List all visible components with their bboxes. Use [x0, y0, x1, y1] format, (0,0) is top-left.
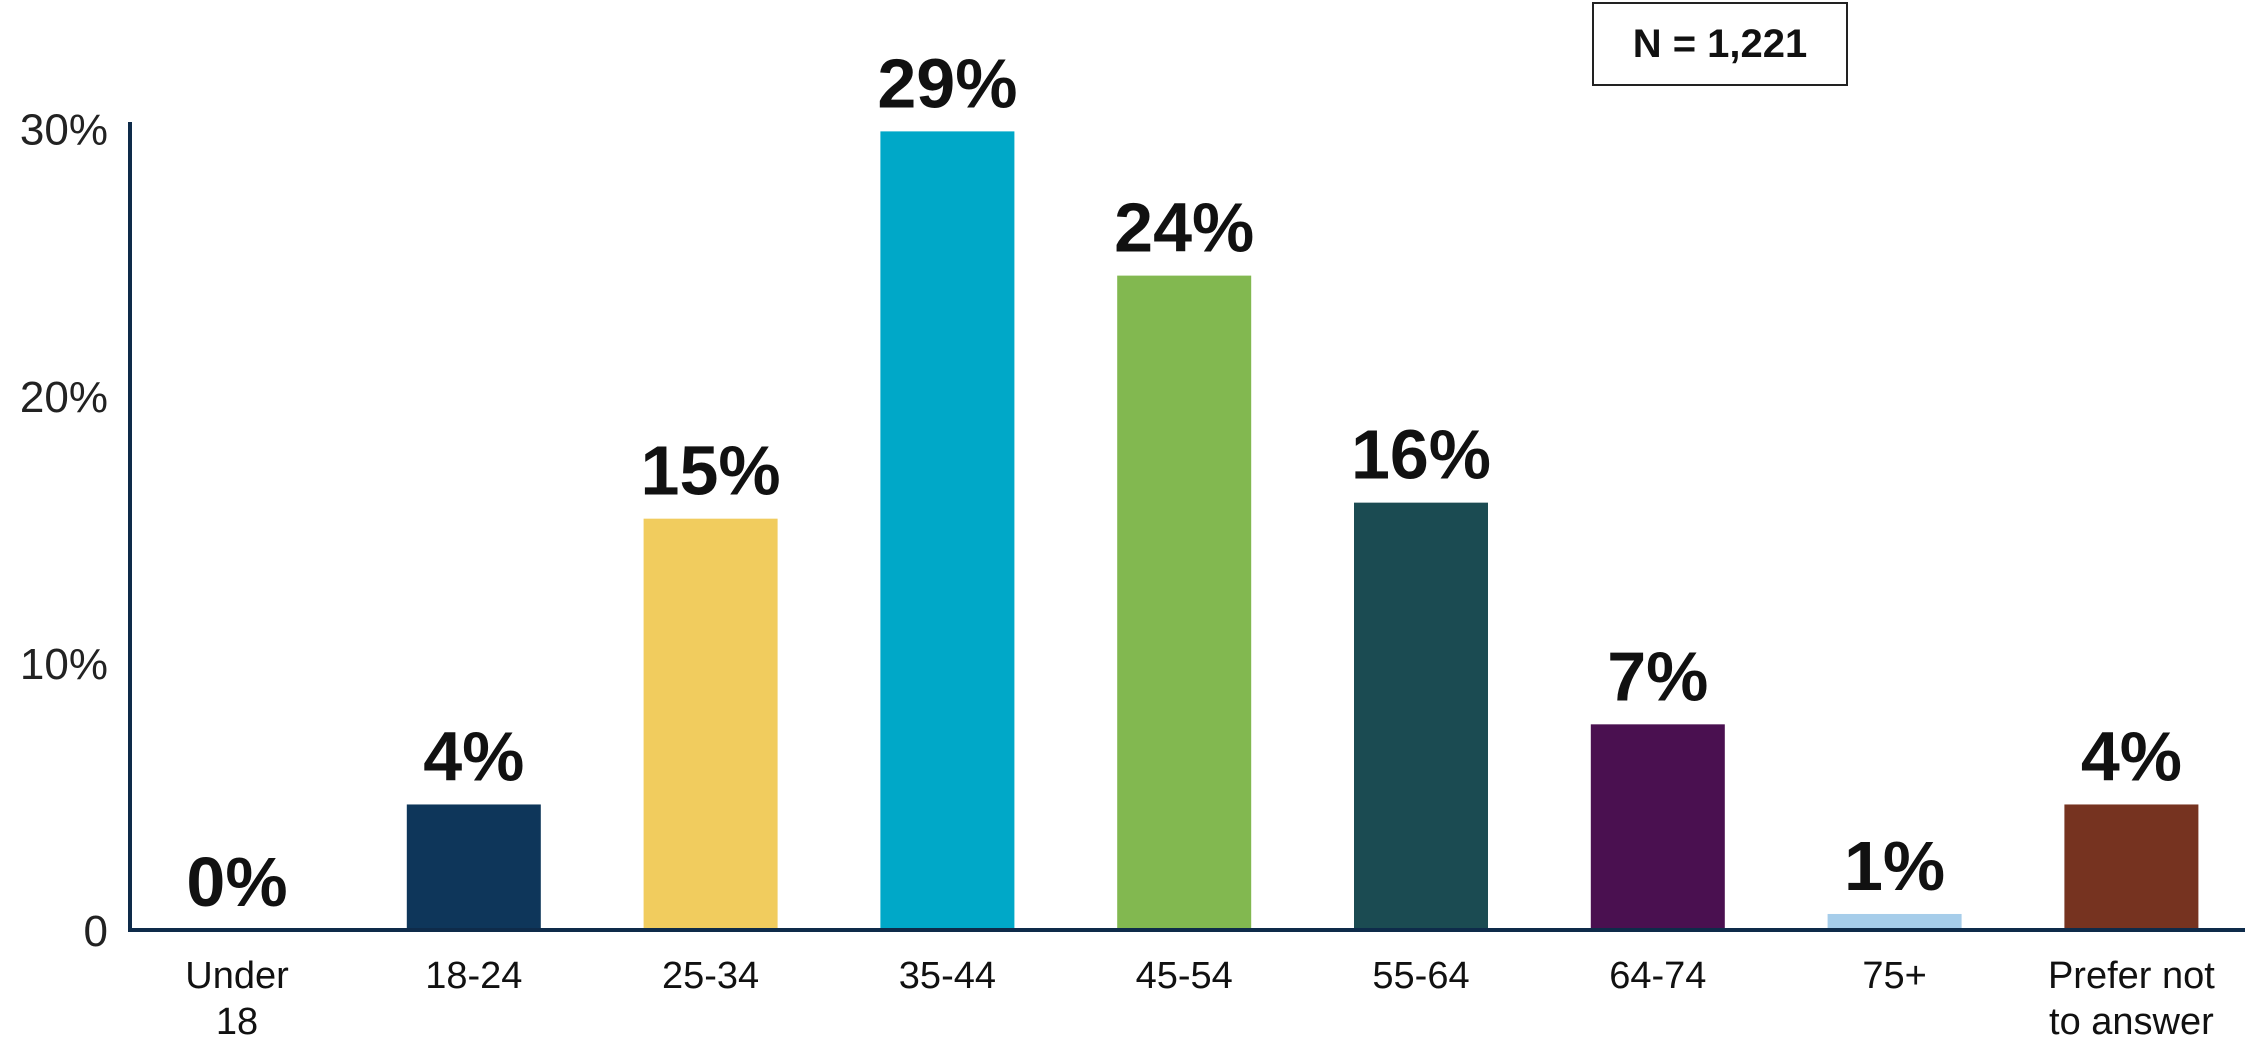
bar-4: [1117, 275, 1252, 930]
value-label-5: 16%: [1351, 416, 1491, 494]
x-tick-label-1: 18-24: [425, 955, 522, 997]
y-tick-label-1: 10%: [20, 640, 108, 689]
value-label-6: 7%: [1607, 637, 1708, 715]
x-tick-label-4: 45-54: [1136, 955, 1233, 997]
value-label-2: 15%: [641, 432, 781, 510]
y-axis-ticks: 0 10% 20% 30%: [20, 106, 108, 956]
y-tick-label-0: 0: [84, 907, 108, 956]
bar-6: [1590, 724, 1725, 930]
sample-size-box: N = 1,221: [1592, 2, 1848, 86]
bar-7: [1827, 913, 1962, 930]
bar-3: [880, 131, 1015, 931]
value-label-7: 1%: [1844, 827, 1945, 905]
x-tick-label-2: 25-34: [662, 955, 759, 997]
value-label-1: 4%: [423, 717, 524, 795]
bar-5: [1354, 502, 1488, 930]
x-tick-label-7: 75+: [1862, 955, 1926, 997]
bar-1: [406, 804, 541, 930]
bars-group: [406, 131, 2199, 931]
value-label-0: 0%: [186, 843, 287, 921]
x-tick-label-6: 64-74: [1609, 955, 1706, 997]
x-tick-label-5: 55-64: [1372, 955, 1469, 997]
x-tick-label-8: Prefer not to answer: [2048, 955, 2215, 1043]
x-tick-label-3: 35-44: [899, 955, 996, 997]
value-label-4: 24%: [1114, 189, 1254, 267]
x-tick-label-0: Under 18: [185, 955, 289, 1043]
value-label-8: 4%: [2081, 717, 2182, 795]
bar-8: [2064, 804, 2199, 930]
value-labels-group: 0% 4% 15% 29% 24% 16% 7% 1% 4%: [186, 44, 2182, 921]
bar-2: [643, 518, 778, 930]
y-tick-label-2: 20%: [20, 373, 108, 422]
y-tick-label-3: 30%: [20, 106, 108, 155]
x-axis-labels: Under 18 18-24 25-34 35-44 45-54 55-64 64-74 75+…: [185, 955, 2215, 1043]
value-label-3: 29%: [877, 44, 1017, 122]
